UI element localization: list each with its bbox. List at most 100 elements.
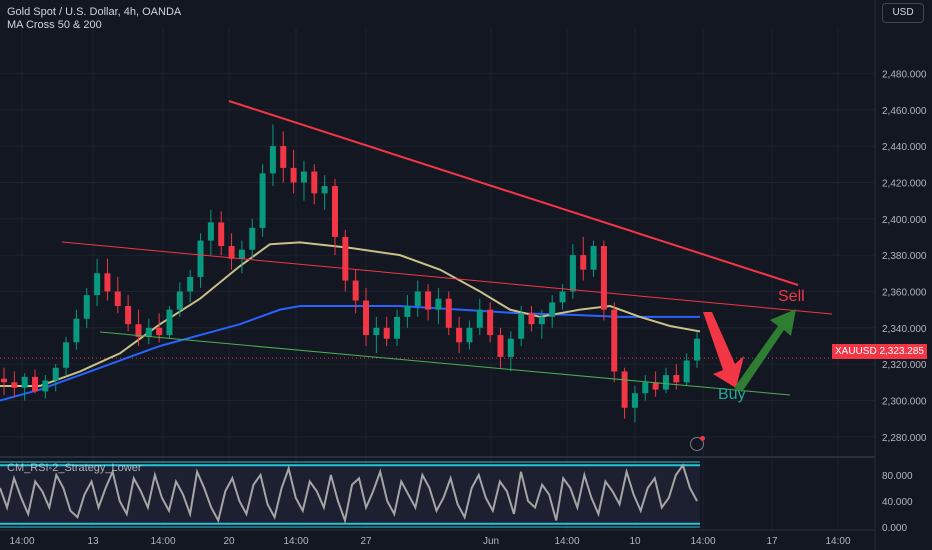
candle-body bbox=[476, 309, 483, 328]
rsi-indicator-label[interactable]: CM_RSI-2_Strategy_Lower bbox=[7, 462, 142, 474]
candle-body bbox=[466, 327, 473, 343]
descending-trendline bbox=[228, 100, 799, 286]
candle-body bbox=[73, 318, 80, 343]
channel-line bbox=[61, 241, 833, 315]
candle-body bbox=[383, 327, 390, 339]
candle-body bbox=[538, 316, 545, 325]
y-tick-label: 2,460.000 bbox=[882, 106, 927, 117]
y-tick-label: 2,300.000 bbox=[882, 396, 927, 407]
candle-body bbox=[559, 291, 566, 303]
candle-body bbox=[631, 393, 638, 408]
candle-body bbox=[549, 302, 556, 317]
candle-body bbox=[156, 327, 163, 336]
candle-body bbox=[238, 249, 245, 259]
x-tick-label: 14:00 bbox=[825, 536, 850, 547]
candle-body bbox=[487, 309, 494, 336]
candle-body bbox=[373, 327, 380, 336]
candle-body bbox=[321, 186, 328, 194]
ma200-line bbox=[0, 305, 700, 402]
rsi-tick-label: 40.000 bbox=[882, 497, 913, 508]
candle-body bbox=[662, 375, 669, 390]
candle-body bbox=[414, 291, 421, 307]
candle-body bbox=[145, 327, 152, 337]
ma200-path bbox=[0, 305, 700, 402]
candle-body bbox=[114, 291, 121, 307]
price-tag-value: 2,323.285 bbox=[879, 346, 924, 357]
candle-body bbox=[497, 335, 504, 357]
candle-body bbox=[435, 298, 442, 310]
alert-icon[interactable] bbox=[690, 436, 705, 451]
candle-body bbox=[425, 291, 432, 310]
candle-body bbox=[404, 306, 411, 317]
chart-grid bbox=[0, 0, 876, 550]
candle-body bbox=[342, 236, 349, 281]
chart-legend: Gold Spot / U.S. Dollar, 4h, OANDA MA Cr… bbox=[7, 6, 181, 32]
time-axis[interactable]: 14:00 13 14:00 20 14:00 27 Jun 14:00 10 14:00 17 14… bbox=[9, 536, 850, 547]
y-tick-label: 2,280.000 bbox=[882, 433, 927, 444]
candle-body bbox=[518, 313, 525, 339]
candles bbox=[1, 124, 700, 423]
candle-body bbox=[580, 255, 587, 270]
candle-body bbox=[218, 222, 225, 247]
candle-body bbox=[331, 186, 338, 237]
y-tick-label: 2,400.000 bbox=[882, 215, 927, 226]
x-tick-label: 14:00 bbox=[9, 536, 34, 547]
x-tick-label: 14:00 bbox=[690, 536, 715, 547]
candle-body bbox=[280, 146, 287, 168]
currency-button[interactable]: USD bbox=[882, 3, 924, 23]
ma-indicator-label[interactable]: MA Cross 50 & 200 bbox=[7, 19, 102, 31]
candle-body bbox=[207, 222, 214, 241]
x-tick-label: 20 bbox=[223, 536, 235, 547]
rsi-tick-label: 0.000 bbox=[882, 523, 907, 534]
candle-body bbox=[673, 375, 680, 383]
price-axis[interactable]: 2,280.000 2,300.000 2,320.000 2,340.000 2,36… bbox=[882, 69, 927, 443]
rsi-pane: 80.000 40.000 0.000 bbox=[0, 461, 913, 534]
price-tag-symbol: XAUUSD bbox=[835, 346, 877, 357]
y-tick-label: 2,320.000 bbox=[882, 360, 927, 371]
candle-body bbox=[32, 376, 39, 392]
candle-body bbox=[683, 360, 690, 383]
candle-body bbox=[611, 309, 618, 372]
trend-drawings bbox=[61, 100, 833, 396]
candle-body bbox=[363, 300, 370, 336]
symbol-title[interactable]: Gold Spot / U.S. Dollar, 4h, OANDA bbox=[7, 6, 182, 18]
candle-body bbox=[187, 276, 194, 292]
candle-body bbox=[52, 367, 59, 381]
candle-body bbox=[352, 280, 359, 301]
candle-body bbox=[228, 246, 235, 259]
candle-body bbox=[176, 291, 183, 310]
x-tick-label: 14:00 bbox=[283, 536, 308, 547]
buy-label: Buy bbox=[718, 386, 746, 403]
sell-label: Sell bbox=[778, 288, 805, 305]
x-tick-label: 14:00 bbox=[554, 536, 579, 547]
candle-body bbox=[642, 382, 649, 394]
candle-body bbox=[290, 167, 297, 183]
candle-body bbox=[600, 246, 607, 310]
y-tick-label: 2,440.000 bbox=[882, 142, 927, 153]
candle-body bbox=[94, 273, 101, 296]
x-tick-label: 17 bbox=[766, 536, 778, 547]
support-line bbox=[99, 331, 791, 396]
candle-body bbox=[42, 380, 49, 392]
y-tick-label: 2,420.000 bbox=[882, 178, 927, 189]
candle-body bbox=[590, 246, 597, 270]
candle-body bbox=[197, 240, 204, 277]
y-tick-label: 2,480.000 bbox=[882, 69, 927, 80]
candle-body bbox=[259, 173, 266, 228]
x-tick-label: Jun bbox=[483, 536, 499, 547]
x-tick-label: 27 bbox=[360, 536, 372, 547]
candle-body bbox=[11, 382, 18, 388]
candle-body bbox=[394, 316, 401, 339]
candle-body bbox=[311, 171, 318, 194]
rsi-line bbox=[0, 463, 698, 525]
down-arrow-icon bbox=[703, 312, 744, 388]
x-tick-label: 13 bbox=[87, 536, 99, 547]
candle-body bbox=[104, 273, 111, 292]
candle-body bbox=[166, 309, 173, 336]
candle-body bbox=[456, 327, 463, 343]
candle-body bbox=[21, 376, 28, 388]
candle-body bbox=[300, 171, 307, 183]
candle-body bbox=[1, 378, 7, 383]
candle-body bbox=[83, 295, 90, 319]
